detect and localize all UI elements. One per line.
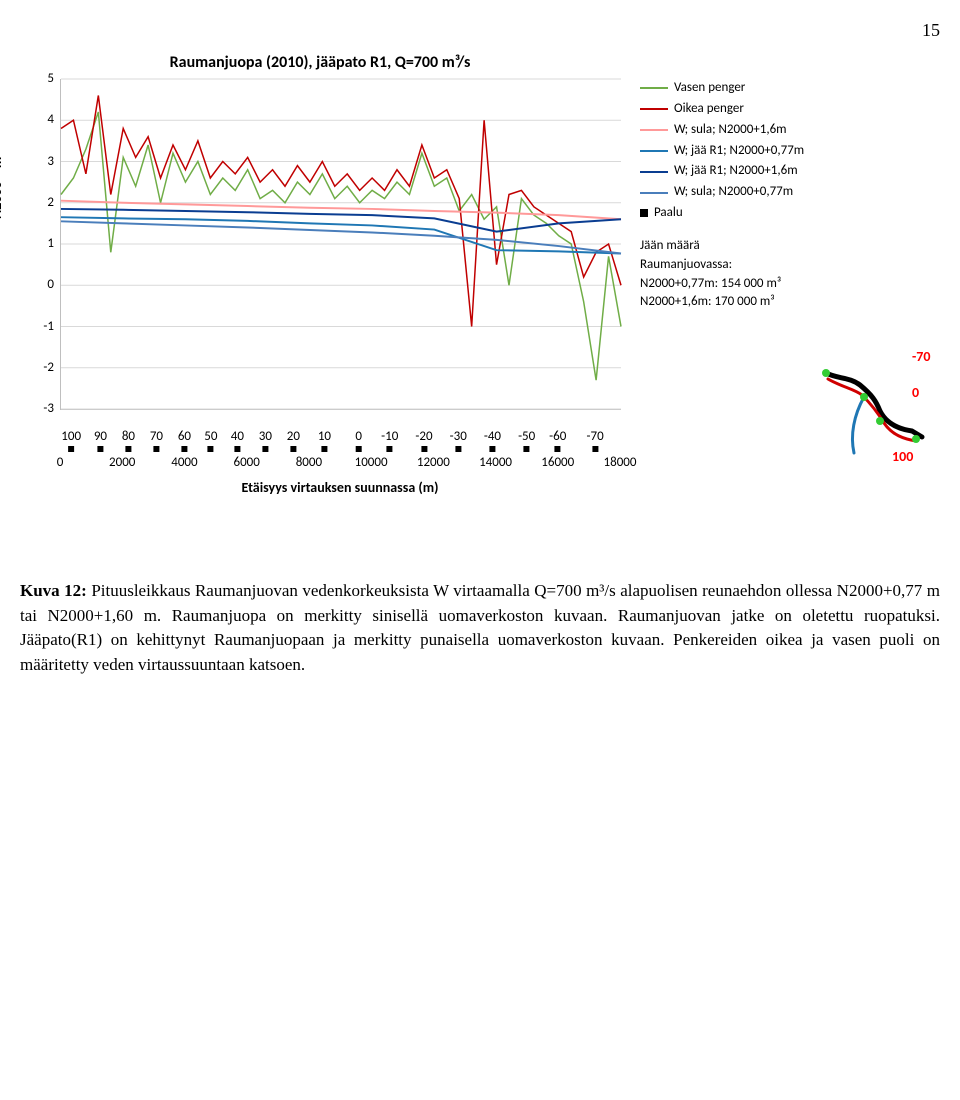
legend-item: W; sula; N2000+1,6m [640, 121, 820, 140]
paalu-label: 70 [150, 429, 163, 452]
annotation-line: N2000+0,77m: 154 000 m³ [640, 275, 820, 294]
legend-swatch [640, 108, 668, 110]
square-icon [153, 446, 159, 452]
y-tick-label: 3 [40, 154, 54, 169]
series-line [61, 209, 621, 232]
annotation-line: N2000+1,6m: 170 000 m³ [640, 293, 820, 312]
figure-caption: Kuva 12: Pituusleikkaus Raumanjuovan ved… [20, 579, 940, 678]
paalu-label: 50 [204, 429, 217, 452]
map-inset: -70 0 100 [820, 349, 940, 469]
caption-label: Kuva 12: [20, 581, 87, 600]
x-tick-label: 6000 [233, 455, 259, 470]
square-icon [356, 446, 362, 452]
square-icon [592, 446, 598, 452]
x-tick-label: 10000 [355, 455, 388, 470]
legend-swatch [640, 171, 668, 173]
annotation-line: Raumanjuovassa: [640, 256, 820, 275]
square-icon [640, 209, 648, 217]
legend-label: W; sula; N2000+0,77m [674, 183, 793, 202]
square-icon [208, 446, 214, 452]
x-tick-label: 16000 [541, 455, 574, 470]
paalu-label: 30 [259, 429, 272, 452]
legend-label: Paalu [654, 204, 683, 223]
y-tick-label: -3 [40, 401, 54, 416]
legend-item: Vasen penger [640, 79, 820, 98]
y-tick-label: 4 [40, 112, 54, 127]
x-tick-label: 0 [57, 455, 64, 470]
paalu-label: -50 [518, 429, 535, 452]
paalu-label: -10 [381, 429, 398, 452]
legend-label: W; jää R1; N2000+1,6m [674, 162, 798, 181]
square-icon [68, 446, 74, 452]
square-icon [234, 446, 240, 452]
y-tick-label: 0 [40, 277, 54, 292]
legend-label: W; sula; N2000+1,6m [674, 121, 787, 140]
paalu-label: 10 [318, 429, 331, 452]
paalu-label: 20 [287, 429, 300, 452]
x-tick-label: 14000 [479, 455, 512, 470]
x-tick-label: 18000 [604, 455, 637, 470]
paalu-label: -40 [484, 429, 501, 452]
legend-label: W; jää R1; N2000+0,77m [674, 142, 804, 161]
y-tick-label: 2 [40, 195, 54, 210]
square-icon [489, 446, 495, 452]
legend-swatch [640, 192, 668, 194]
chart-annotation: Jään määrä Raumanjuovassa: N2000+0,77m: … [640, 237, 820, 312]
x-axis-label: Etäisyys virtauksen suunnassa (m) [60, 479, 620, 496]
series-line [61, 112, 621, 380]
square-icon [262, 446, 268, 452]
page-number: 15 [20, 20, 940, 41]
paalu-label: 100 [61, 429, 81, 452]
legend-swatch [640, 150, 668, 152]
y-axis-label: N2000 + m [0, 157, 5, 219]
square-icon [125, 446, 131, 452]
square-icon [97, 446, 103, 452]
chart-plot-area [60, 79, 621, 410]
legend-swatch [640, 87, 668, 89]
series-line [61, 217, 621, 253]
annotation-line: Jään määrä [640, 237, 820, 256]
square-icon [421, 446, 427, 452]
x-tick-label: 8000 [296, 455, 322, 470]
x-tick-label: 4000 [171, 455, 197, 470]
legend-item: Oikea penger [640, 100, 820, 119]
x-tick-label: 12000 [417, 455, 450, 470]
square-icon [321, 446, 327, 452]
y-tick-label: 1 [40, 236, 54, 251]
square-icon [387, 446, 393, 452]
legend-swatch [640, 129, 668, 131]
paalu-label: -60 [549, 429, 566, 452]
square-icon [555, 446, 561, 452]
paalu-label: -20 [415, 429, 432, 452]
paalu-label: 60 [178, 429, 191, 452]
legend-item: W; sula; N2000+0,77m [640, 183, 820, 202]
y-tick-label: 5 [40, 71, 54, 86]
y-tick-label: -1 [40, 319, 54, 334]
legend-paalu: Paalu [640, 204, 820, 223]
chart-legend: Vasen penger Oikea penger W; sula; N2000+1… [640, 79, 820, 312]
paalu-label: 90 [94, 429, 107, 452]
caption-text: Pituusleikkaus Raumanjuovan vedenkorkeuk… [20, 581, 940, 674]
legend-item: W; jää R1; N2000+0,77m [640, 142, 820, 161]
legend-item: W; jää R1; N2000+1,6m [640, 162, 820, 181]
legend-label: Vasen penger [674, 79, 745, 98]
x-tick-label: 2000 [109, 455, 135, 470]
svg-text:-70: -70 [912, 349, 930, 365]
chart-container: Raumanjuopa (2010), jääpato R1, Q=700 m³… [20, 49, 940, 569]
paalu-label: 80 [122, 429, 135, 452]
y-tick-label: -2 [40, 360, 54, 375]
square-icon [181, 446, 187, 452]
paalu-label: 40 [231, 429, 244, 452]
square-icon [290, 446, 296, 452]
paalu-label: -30 [450, 429, 467, 452]
legend-label: Oikea penger [674, 100, 744, 119]
square-icon [524, 446, 530, 452]
chart-title: Raumanjuopa (2010), jääpato R1, Q=700 m³… [20, 53, 620, 72]
svg-text:100: 100 [892, 448, 913, 465]
square-icon [455, 446, 461, 452]
svg-text:0: 0 [912, 384, 919, 401]
paalu-label: 0 [355, 429, 362, 452]
paalu-label: -70 [587, 429, 604, 452]
